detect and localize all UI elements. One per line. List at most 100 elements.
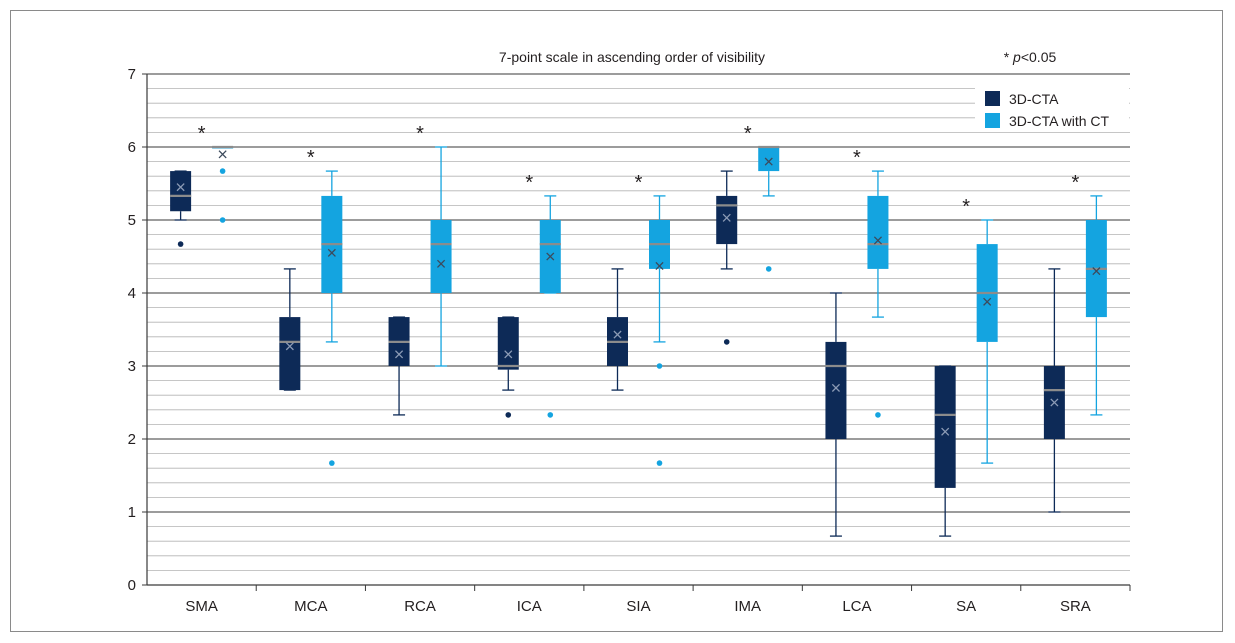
mean-marker (941, 427, 950, 436)
significance-marker: * (853, 147, 861, 169)
box-cta-with-ct (867, 170, 889, 418)
y-tick-label: 4 (128, 285, 136, 302)
box-cta (934, 365, 956, 537)
box-cta-with-ct (1085, 195, 1107, 416)
chart-title: 7-point scale in ascending order of visi… (499, 49, 765, 65)
category-group-sra: SRA * (1043, 172, 1131, 615)
outlier-point (219, 168, 226, 174)
x-tick-label: RCA (404, 598, 436, 615)
legend-swatch (985, 113, 1000, 128)
significance-note: * p<0.05 (1004, 49, 1057, 65)
outlier-point (219, 217, 226, 223)
legend-label: 3D-CTA (1009, 91, 1059, 107)
mean-marker (1092, 267, 1101, 276)
mean-marker (218, 150, 227, 159)
y-tick-label: 7 (128, 66, 136, 83)
box-cta (279, 268, 301, 391)
category-group-rca: RCA * (388, 123, 476, 615)
significance-marker: * (744, 123, 752, 145)
mean-marker (394, 350, 404, 359)
iqr-box (825, 341, 847, 439)
box-cta-with-ct (649, 195, 670, 466)
y-tick-label: 2 (128, 431, 136, 448)
x-tick-label: MCA (294, 598, 327, 615)
mean-marker (504, 350, 513, 359)
mean-marker (176, 183, 185, 192)
iqr-box (867, 195, 889, 269)
iqr-box (934, 366, 956, 488)
box-cta (170, 170, 192, 247)
category-group-mca: MCA * (279, 147, 366, 615)
chart-frame (10, 10, 1223, 632)
x-tick-label: SRA (1060, 598, 1091, 615)
x-tick-label: SA (956, 598, 976, 615)
gridlines (147, 73, 1130, 571)
mean-marker (613, 330, 622, 339)
box-cta-with-ct (758, 145, 780, 272)
mean-marker (983, 297, 992, 306)
iqr-box (497, 317, 519, 370)
iqr-box (430, 220, 452, 293)
legend: 3D-CTA 3D-CTA with CT (975, 84, 1129, 131)
y-tick-labels: 0 1 2 3 4 5 6 7 (128, 66, 147, 594)
x-tick-label: ICA (517, 598, 542, 615)
x-tick-label: LCA (842, 598, 871, 615)
box-cta-with-ct (321, 170, 343, 466)
outlier-point (875, 412, 881, 418)
outlier-point (723, 339, 730, 345)
mean-marker (764, 157, 773, 166)
y-tick-label: 1 (128, 504, 136, 521)
mean-marker (285, 342, 294, 351)
outlier-point (656, 363, 663, 369)
iqr-box (279, 317, 301, 391)
significance-marker: * (635, 172, 643, 194)
box-cta (607, 268, 628, 391)
mean-marker (722, 213, 731, 222)
mean-marker (873, 236, 883, 245)
y-tick-label: 5 (128, 212, 136, 229)
iqr-box (170, 171, 192, 212)
box-cta (825, 292, 847, 537)
mean-marker (327, 248, 336, 257)
box-cta-with-ct (212, 145, 234, 223)
significance-marker: * (525, 172, 533, 194)
y-tick-label: 0 (128, 577, 136, 594)
significance-marker: * (307, 147, 315, 169)
mean-marker (546, 252, 555, 261)
significance-marker: * (416, 123, 424, 145)
x-tick-label: SIA (626, 598, 650, 615)
category-group-lca: LCA * (825, 147, 913, 615)
box-cta-with-ct (976, 219, 998, 464)
outlier-point (656, 460, 663, 466)
legend-background (975, 84, 1129, 131)
significance-marker: * (962, 196, 970, 218)
mean-marker (1050, 398, 1059, 407)
outlier-point (177, 241, 184, 247)
y-tick-label: 6 (128, 139, 136, 156)
legend-label: 3D-CTA with CT (1009, 113, 1110, 129)
significance-marker: * (198, 123, 206, 145)
box-cta (388, 316, 410, 416)
category-group-ica: ICA * (497, 172, 585, 615)
outlier-point (505, 412, 512, 418)
category-group-sia: SIA * (607, 172, 694, 615)
mean-marker (831, 383, 841, 392)
iqr-box (716, 195, 738, 245)
x-tick-label: SMA (185, 598, 218, 615)
outlier-point (765, 266, 772, 272)
category-group-ima: IMA * (716, 123, 803, 615)
mean-marker (655, 261, 664, 271)
x-tick-label: IMA (734, 598, 761, 615)
iqr-box (758, 147, 780, 172)
outlier-point (547, 412, 554, 418)
box-cta (1043, 268, 1065, 513)
y-tick-label: 3 (128, 358, 136, 375)
box-cta-with-ct (539, 195, 561, 418)
box-cta (716, 170, 738, 345)
significance-marker: * (1071, 172, 1079, 194)
outlier-point (329, 460, 335, 466)
legend-swatch (985, 91, 1000, 106)
category-group-sa: SA * (934, 196, 1022, 615)
mean-marker (436, 259, 446, 268)
